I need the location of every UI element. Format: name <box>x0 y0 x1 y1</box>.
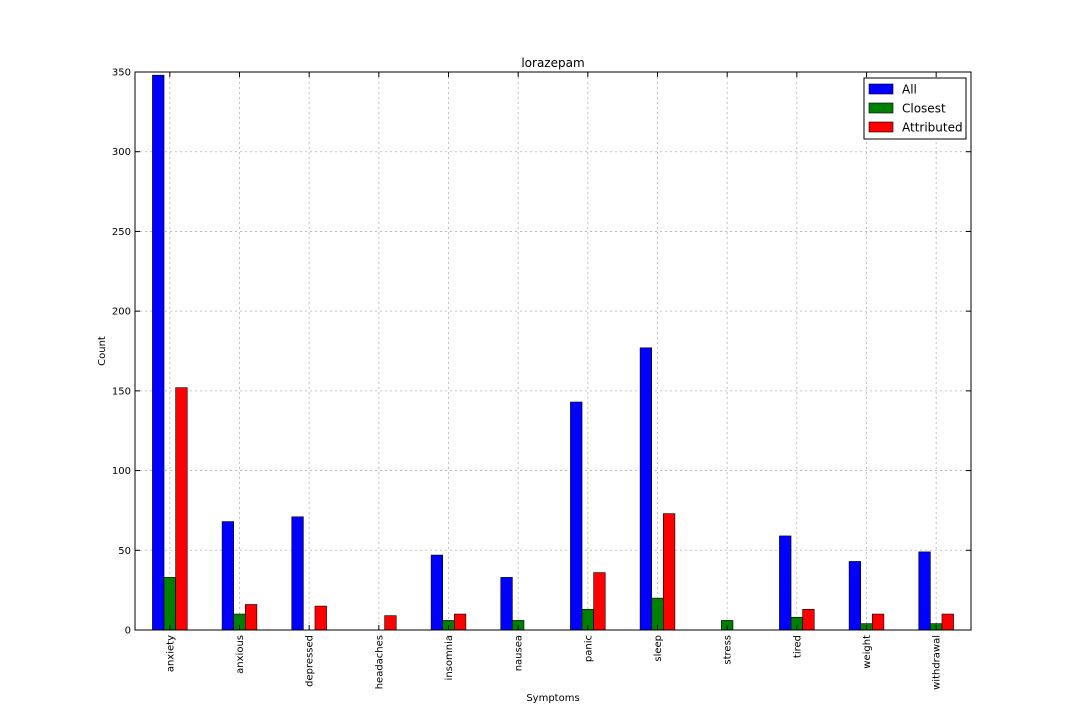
bar-attributed-weight <box>871 613 885 631</box>
legend-swatch-attributed <box>868 121 894 133</box>
y-axis-label: Count <box>97 336 108 366</box>
x-axis-label: Symptoms <box>526 693 579 704</box>
bar-closest-anxiety <box>163 577 176 631</box>
bar-all-anxiety <box>152 74 165 631</box>
bar-attributed-insomnia <box>453 613 467 631</box>
y-tick-label: 200 <box>112 307 131 318</box>
legend-label-all: All <box>902 83 917 97</box>
x-tick-label: insomnia <box>444 635 455 680</box>
x-tick-label: depressed <box>305 635 316 687</box>
legend-swatch-closest <box>868 102 894 114</box>
x-tick-label: anxious <box>235 635 246 674</box>
x-tick-label: anxiety <box>165 635 176 672</box>
bar-attributed-depressed <box>314 605 327 631</box>
bar-all-panic <box>570 401 583 631</box>
chart-title: lorazepam <box>521 56 584 70</box>
plot-frame <box>134 71 972 631</box>
x-tick-label: stress <box>723 635 734 665</box>
x-tick-label: headaches <box>374 635 385 689</box>
bar-attributed-panic <box>593 572 606 631</box>
y-tick-label: 250 <box>112 227 131 238</box>
y-tick-label: 100 <box>112 466 131 477</box>
x-tick-label: weight <box>862 635 873 669</box>
y-tick-label: 0 <box>125 626 131 637</box>
legend-label-attributed: Attributed <box>902 121 963 135</box>
y-tick-label: 350 <box>112 68 131 79</box>
bar-all-tired <box>779 535 792 631</box>
x-tick-label: sleep <box>653 635 664 662</box>
bar-attributed-tired <box>802 608 815 631</box>
bar-all-nausea <box>500 577 513 631</box>
x-tick-label: nausea <box>514 635 525 671</box>
grid-lines <box>135 72 971 630</box>
bar-all-withdrawal <box>918 551 931 631</box>
bar-attributed-anxiety <box>175 387 188 631</box>
bar-attributed-sleep <box>662 513 676 631</box>
legend-label-closest: Closest <box>902 102 946 116</box>
y-tick-label: 150 <box>112 386 131 397</box>
bar-all-sleep <box>639 347 652 631</box>
bars <box>152 74 954 631</box>
x-tick-label: withdrawal <box>932 635 943 690</box>
bar-attributed-headaches <box>384 615 397 631</box>
bar-all-anxious <box>221 521 235 631</box>
bar-attributed-anxious <box>245 604 258 631</box>
bar-attributed-withdrawal <box>941 613 954 631</box>
axis-ticks: 0 50 100 150 200 250 300 350 anxiety anxious depre… <box>112 68 971 690</box>
bar-all-depressed <box>291 516 304 631</box>
bar-all-weight <box>848 561 861 631</box>
legend: All Closest Attributed <box>863 77 967 140</box>
x-tick-label: panic <box>583 635 594 662</box>
y-tick-label: 300 <box>112 147 131 158</box>
y-tick-label: 50 <box>118 546 131 557</box>
legend-swatch-all <box>868 83 894 95</box>
x-tick-label: tired <box>792 635 803 658</box>
bar-all-insomnia <box>430 554 444 631</box>
